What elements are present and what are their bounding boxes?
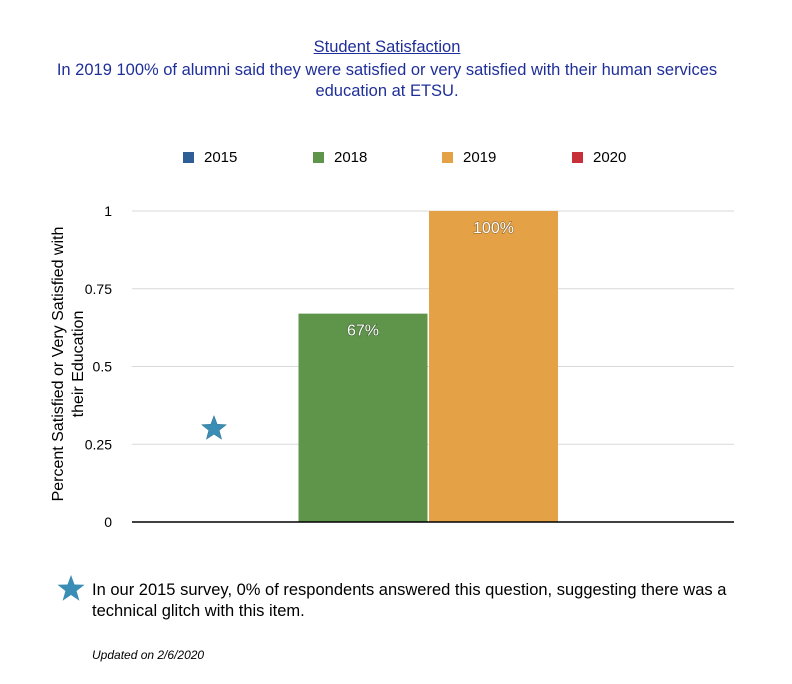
y-tick-label: 0.25 [85, 436, 112, 452]
data-label-2019: 100% [473, 220, 514, 237]
y-tick-label: 0.75 [85, 281, 112, 297]
y-tick-label: 1 [104, 203, 112, 219]
legend-label-2019: 2019 [463, 148, 497, 166]
y-tick-label: 0 [104, 514, 112, 530]
data-label-2018: 67% [347, 323, 379, 340]
footnote-text: In our 2015 survey, 0% of respondents an… [92, 581, 727, 620]
legend-label-2015: 2015 [204, 148, 238, 166]
y-tick-label: 0.5 [93, 359, 113, 375]
legend-swatch-2020 [572, 151, 583, 163]
updated-date: Updated on 2/6/2020 [92, 648, 205, 662]
legend-label-2018: 2018 [334, 148, 368, 166]
chart-subtitle: In 2019 100% of alumni said they were sa… [56, 61, 718, 100]
legend-swatch-2015 [183, 151, 194, 163]
legend-item-2018: 2018 [313, 147, 367, 167]
bar-2019 [429, 211, 558, 522]
bar-2018 [298, 313, 428, 522]
star-icon [57, 575, 85, 601]
legend-swatch-2019 [442, 151, 453, 163]
legend-swatch-2018 [313, 151, 324, 163]
legend-item-2020: 2020 [572, 147, 626, 167]
legend-item-2015: 2015 [183, 147, 237, 167]
legend-item-2019: 2019 [442, 147, 496, 167]
legend-label-2020: 2020 [593, 148, 627, 166]
star-annotation-2015 [200, 414, 228, 440]
chart-title: Student Satisfaction [313, 38, 461, 56]
